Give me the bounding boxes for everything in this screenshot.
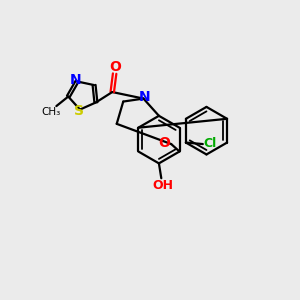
Text: N: N — [69, 73, 81, 87]
Text: S: S — [74, 104, 84, 118]
Text: O: O — [158, 136, 170, 150]
Text: Cl: Cl — [203, 137, 216, 150]
Text: OH: OH — [152, 179, 173, 192]
Text: N: N — [139, 90, 150, 104]
Text: O: O — [109, 60, 121, 74]
Text: CH₃: CH₃ — [41, 107, 61, 117]
